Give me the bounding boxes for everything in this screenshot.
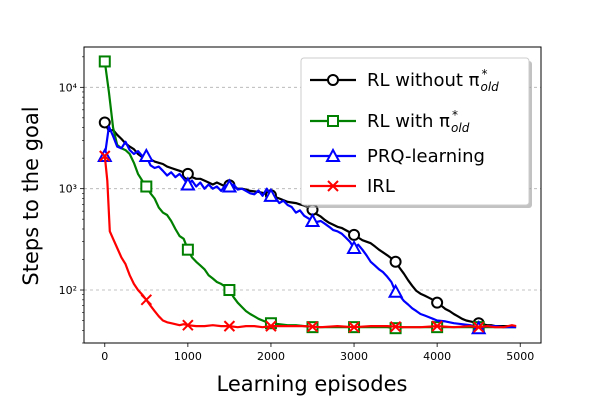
plot-frame	[83, 46, 542, 344]
marker-circle	[98, 116, 111, 129]
y-tick-label: 10⁴	[59, 81, 78, 94]
x-axis-ticks: 0 1000 2000 3000 4000 5000	[101, 343, 534, 363]
legend-label: RL without π * old	[367, 67, 499, 94]
y-tick-label: 10²	[59, 284, 77, 297]
x-tick-label: 0	[101, 350, 108, 363]
marker-square	[389, 322, 402, 335]
marker-x	[99, 150, 111, 162]
series-4	[99, 150, 517, 333]
x-tick-label: 4000	[423, 350, 451, 363]
marker-x	[472, 321, 485, 333]
marker-square	[264, 317, 277, 330]
marker-square	[98, 55, 111, 68]
marker-triangle	[221, 178, 238, 193]
legend: RL without π * old RL with π * old PRQ-learnin…	[300, 57, 532, 208]
marker-square	[140, 180, 153, 193]
legend-label: IRL	[367, 176, 395, 197]
marker-x	[223, 320, 236, 332]
series-layer	[97, 55, 517, 335]
marker-x	[306, 320, 319, 333]
marker-triangle	[263, 187, 279, 202]
series-line	[103, 155, 517, 329]
y-axis-label: Steps to the goal	[19, 106, 43, 285]
marker-triangle	[180, 176, 196, 191]
marker-x	[348, 321, 360, 333]
marker-x	[182, 319, 194, 331]
marker-x	[327, 180, 339, 192]
marker-triangle	[325, 147, 341, 162]
marker-triangle	[304, 212, 321, 227]
y-tick-label: 10³	[59, 183, 77, 196]
series-line	[103, 125, 517, 330]
marker-triangle	[387, 283, 404, 298]
marker-square	[223, 284, 236, 297]
marker-x	[265, 320, 277, 332]
legend-label: PRQ-learning	[367, 146, 485, 167]
marker-circle	[327, 74, 339, 86]
marker-triangle	[138, 147, 155, 163]
marker-circle	[348, 228, 361, 241]
marker-circle	[431, 296, 444, 309]
legend-box	[300, 57, 530, 206]
marker-circle	[389, 255, 402, 268]
marker-x	[389, 320, 402, 333]
x-tick-label: 5000	[506, 350, 534, 363]
x-tick-label: 1000	[174, 350, 202, 363]
marker-triangle	[346, 239, 362, 254]
y-axis-ticks: 10² 10³ 10⁴	[59, 56, 84, 344]
legend-label: RL with π * old	[367, 108, 470, 135]
marker-square	[181, 243, 194, 256]
x-tick-label: 2000	[257, 350, 285, 363]
marker-x	[431, 320, 443, 332]
x-tick-label: 3000	[340, 350, 368, 363]
marker-x	[140, 294, 153, 306]
x-axis-label: Learning episodes	[217, 372, 408, 396]
marker-square	[327, 115, 339, 127]
